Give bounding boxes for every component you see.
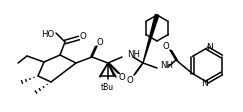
Text: HO: HO: [41, 29, 54, 39]
Text: O: O: [80, 31, 86, 41]
Text: N: N: [206, 42, 212, 52]
Text: NH: NH: [127, 50, 140, 58]
Text: tBu: tBu: [100, 83, 113, 92]
Text: O: O: [127, 75, 133, 84]
Text: O: O: [119, 72, 125, 82]
Text: O: O: [163, 42, 169, 51]
Text: O: O: [97, 38, 103, 46]
Text: NH: NH: [160, 60, 173, 70]
Polygon shape: [143, 14, 159, 63]
Text: N: N: [201, 79, 207, 87]
